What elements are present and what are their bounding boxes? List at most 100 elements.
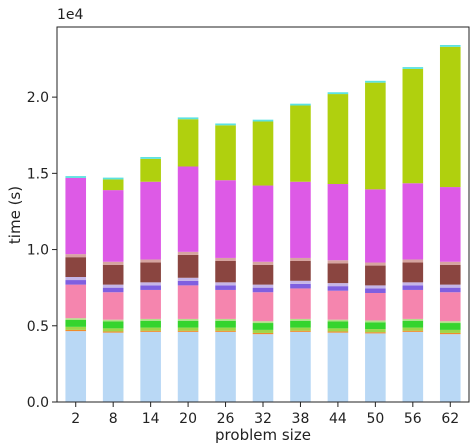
bar-segment-8-s9 [102,261,124,265]
y-tick-label: 0.0 [27,395,49,411]
ticks-group: 2 8 14 20 26 32 38 44 50 56 62 0.0 0.5 1.0 1.5 2.0 [27,90,459,427]
bar-segment-62-s7 [439,284,461,288]
bar-segment-14-s2 [140,327,161,331]
bar-segment-8-s5 [102,292,124,320]
bar-segment-50-s1 [365,332,386,334]
bar-segment-56-s6 [402,285,424,290]
bar-segment-26-s4 [215,318,236,321]
bar-segment-14-s4 [140,318,161,321]
bar-segment-20-s1 [177,330,199,332]
bar-segment-62-s3 [439,323,461,330]
bar-segment-50-s9 [365,262,386,266]
bar-segment-14-s0 [140,331,161,402]
bar-segment-44-s8 [327,263,349,284]
bar-segment-20-s11 [177,119,199,167]
bar-segment-56-s8 [402,262,424,283]
bar-segment-56-s5 [402,289,424,319]
bar-segment-32-s5 [252,292,274,322]
bar-segment-56-s7 [402,282,424,286]
bar-segment-8-s0 [102,332,124,402]
bars-group [65,44,461,402]
bar-segment-20-s9 [177,251,199,255]
bar-segment-62-s12 [439,44,461,47]
bar-segment-8-s1 [102,331,124,333]
bar-segment-32-s2 [252,329,274,333]
bar-segment-8-s2 [102,328,124,332]
x-tick-label: 32 [254,411,272,427]
bar-segment-50-s0 [365,333,386,402]
bar-segment-44-s2 [327,328,349,332]
bar-segment-26-s8 [215,260,236,283]
bar-segment-26-s2 [215,327,236,331]
x-tick-label: 26 [217,411,235,427]
bar-segment-26-s5 [215,289,236,319]
bar-segment-32-s4 [252,321,274,324]
bar-segment-8-s8 [102,264,124,285]
bar-segment-26-s9 [215,257,236,261]
bar-segment-56-s10 [402,183,424,260]
y-multiplier-label: 1e4 [57,7,84,23]
bar-segment-2-s3 [65,319,87,327]
bar-segment-44-s9 [327,260,349,264]
y-tick-label: 1.0 [27,243,49,259]
bar-segment-38-s3 [290,320,311,328]
x-tick-label: 62 [441,411,459,427]
bar-segment-8-s4 [102,319,124,322]
x-tick-label: 8 [109,411,118,427]
bar-segment-32-s6 [252,287,274,293]
bar-segment-38-s6 [290,283,311,289]
bar-segment-44-s5 [327,290,349,320]
bar-segment-2-s7 [65,277,87,281]
bar-segment-20-s0 [177,331,199,402]
bar-segment-14-s6 [140,285,161,290]
bar-segment-2-s10 [65,177,87,255]
bar-segment-56-s1 [402,330,424,332]
bar-segment-14-s11 [140,158,161,182]
bar-segment-32-s0 [252,334,274,402]
x-tick-label: 38 [292,411,310,427]
bar-segment-38-s11 [290,105,311,182]
bar-segment-38-s12 [290,103,311,106]
bar-segment-50-s6 [365,288,386,293]
bar-segment-44-s6 [327,286,349,291]
bar-segment-38-s7 [290,280,311,284]
bar-segment-50-s2 [365,329,386,333]
bar-segment-44-s7 [327,283,349,287]
bar-segment-38-s4 [290,318,311,321]
bar-segment-2-s4 [65,318,87,320]
bar-segment-56-s3 [402,320,424,328]
bar-segment-62-s6 [439,287,461,293]
bar-segment-14-s8 [140,262,161,283]
bar-segment-26-s7 [215,282,236,286]
bar-segment-32-s10 [252,185,274,262]
bar-segment-62-s11 [439,46,461,188]
bar-segment-2-s2 [65,326,87,330]
bar-segment-44-s3 [327,321,349,329]
bar-segment-2-s8 [65,257,87,277]
bar-segment-38-s2 [290,327,311,331]
bar-segment-20-s5 [177,285,199,319]
bar-segment-44-s1 [327,331,349,333]
bar-segment-20-s4 [177,318,199,321]
bar-segment-14-s12 [140,157,161,159]
bar-segment-50-s10 [365,189,386,263]
bar-segment-62-s0 [439,334,461,402]
bar-segment-56-s9 [402,259,424,263]
bar-segment-26-s6 [215,285,236,290]
bar-segment-32-s9 [252,261,274,265]
bar-segment-8-s3 [102,321,124,329]
bar-segment-62-s8 [439,264,461,285]
bar-segment-14-s7 [140,282,161,286]
bar-segment-50-s5 [365,293,386,321]
bar-segment-56-s4 [402,318,424,321]
bar-segment-14-s3 [140,320,161,328]
bar-segment-50-s4 [365,320,386,323]
x-axis-label: problem size [215,426,311,444]
bar-segment-26-s10 [215,180,236,258]
bar-segment-26-s12 [215,123,236,126]
bar-segment-8-s6 [102,287,124,293]
plot-frame [56,26,470,403]
bar-segment-20-s3 [177,320,199,328]
bar-segment-8-s10 [102,190,124,262]
x-tick-label: 14 [142,411,160,427]
